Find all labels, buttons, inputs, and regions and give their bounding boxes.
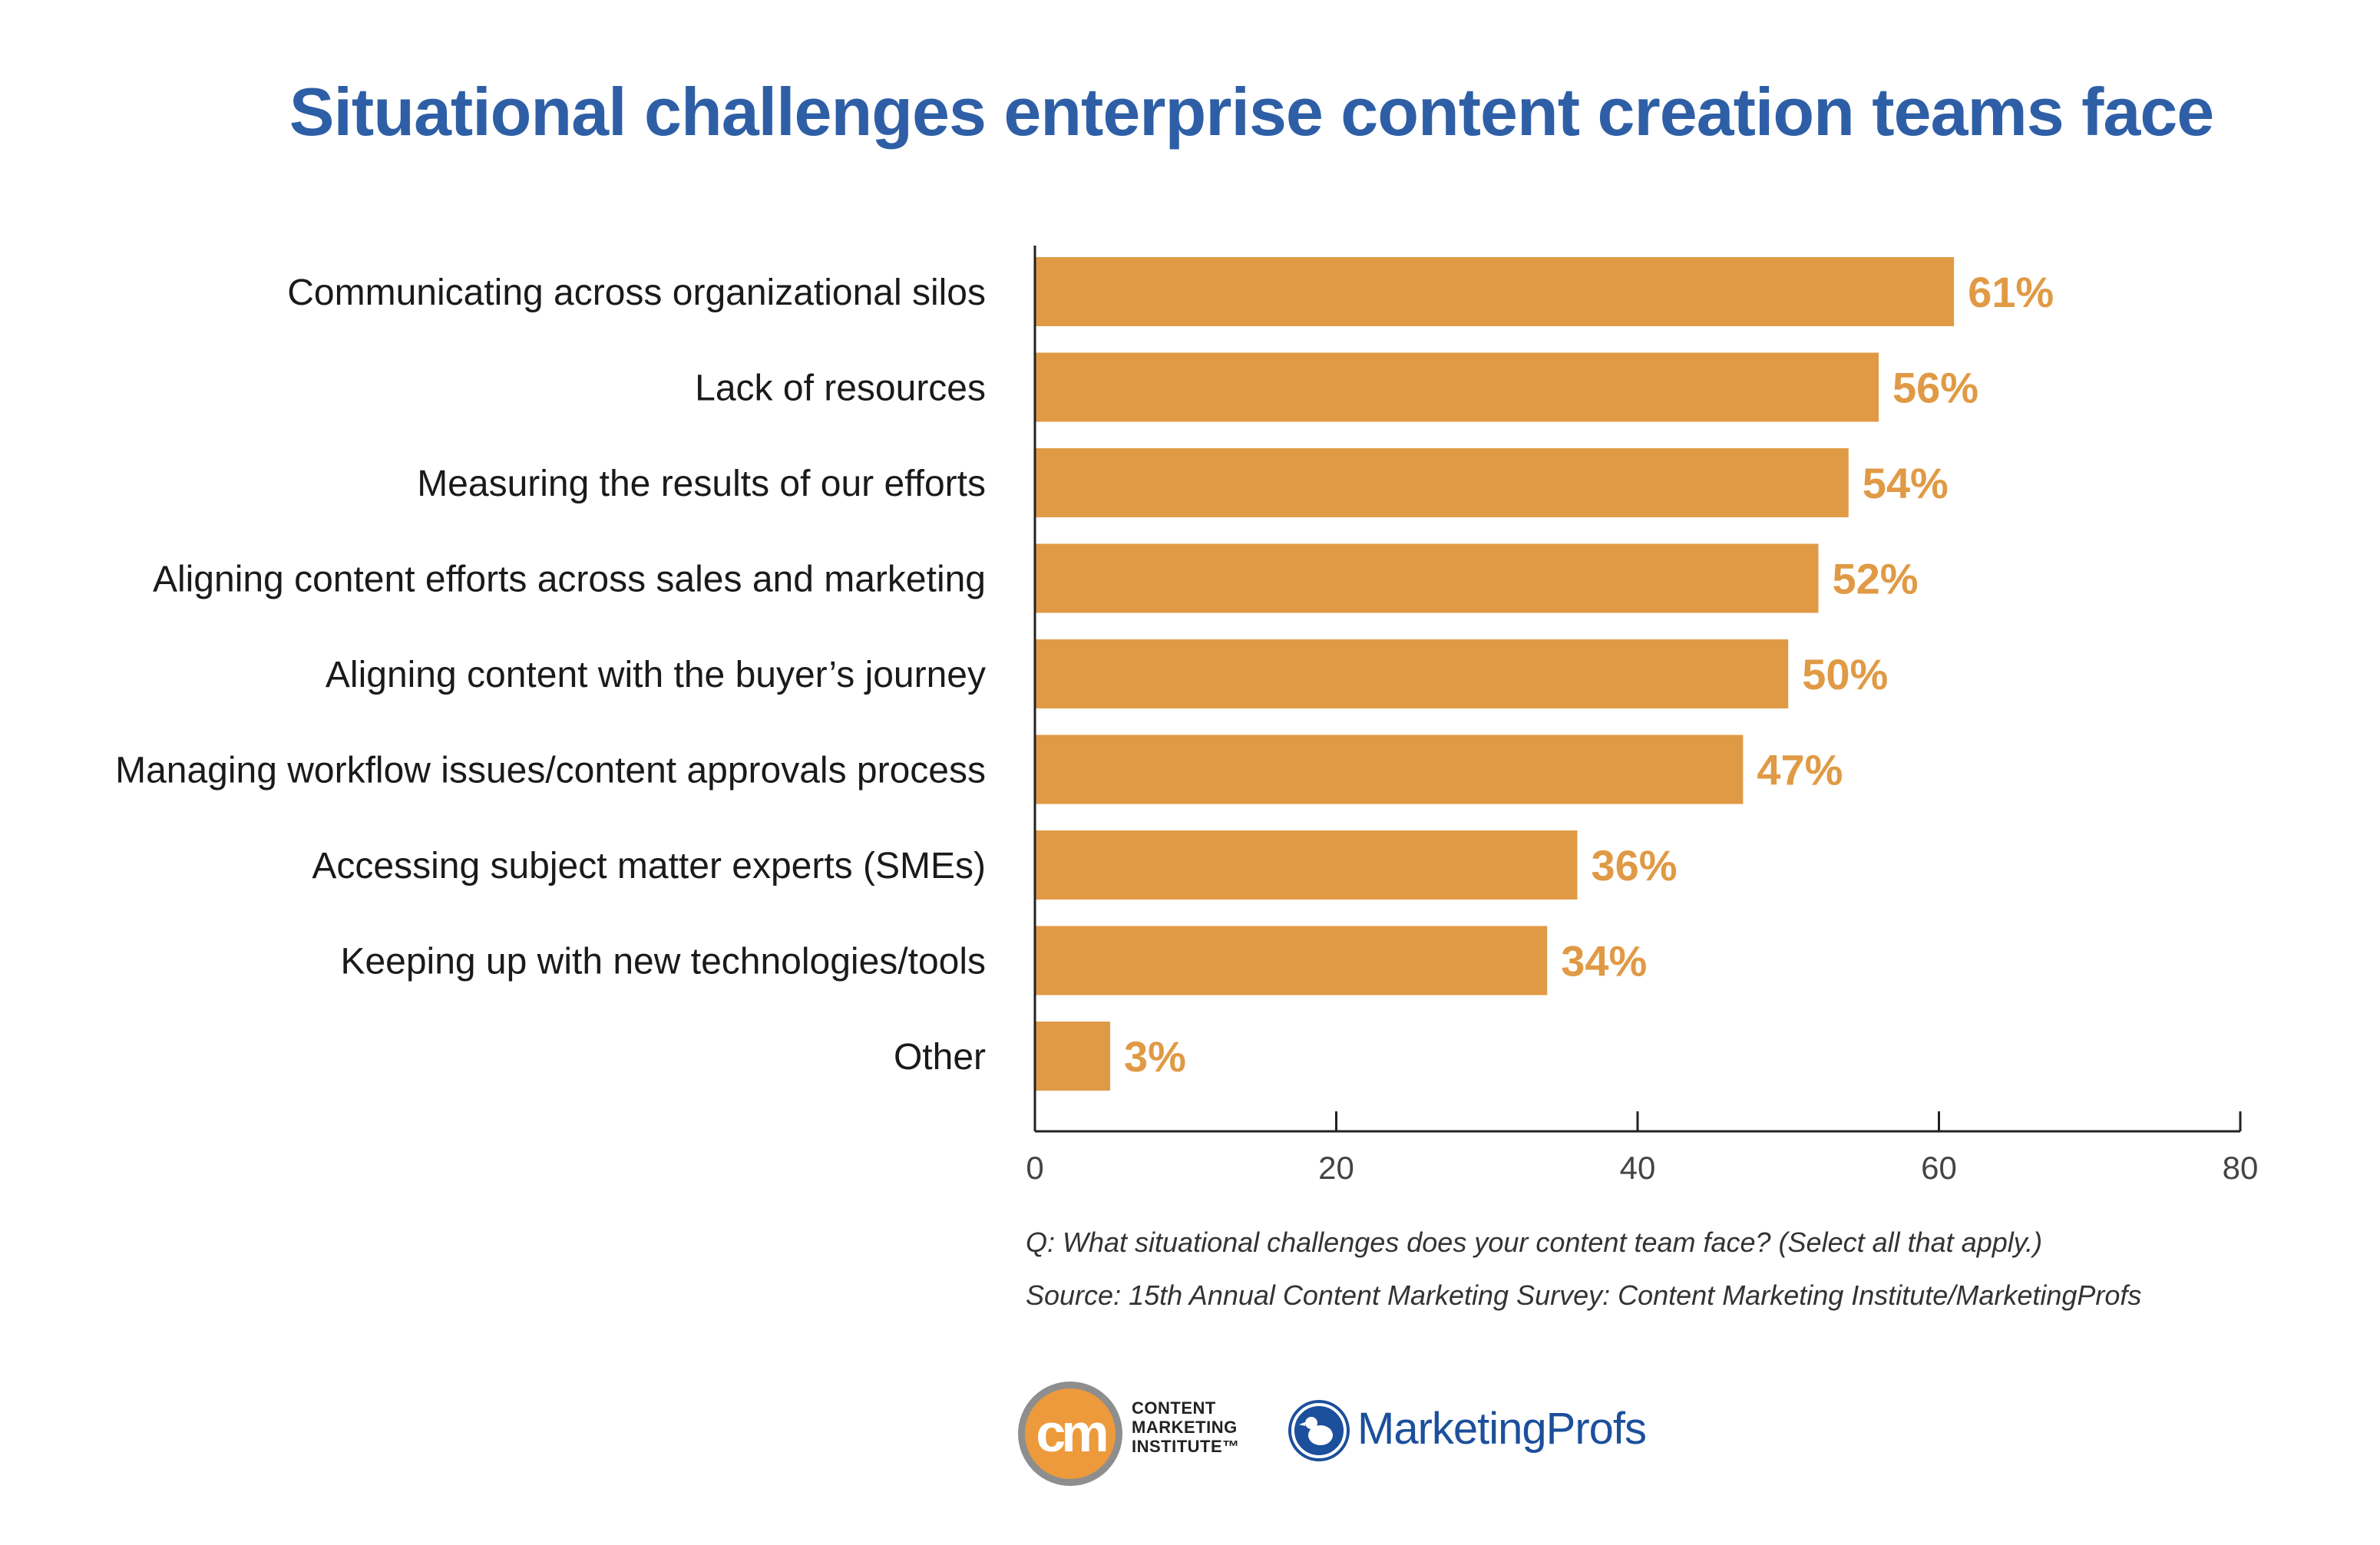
cmi-logo-icon: cm	[1018, 1382, 1122, 1486]
value-label: 61%	[1968, 268, 2054, 316]
marketingprofs-bird-icon	[1288, 1400, 1350, 1461]
logos-area: cm CONTENT MARKETING INSTITUTE™ Marketin…	[1018, 1382, 1709, 1497]
value-label: 50%	[1802, 650, 1888, 698]
bars-group	[1035, 257, 1955, 1091]
survey-question-note: Q: What situational challenges does your…	[1026, 1226, 2043, 1258]
bar	[1035, 639, 1789, 708]
marketingprofs-logo-text: MarketingProfs	[1357, 1404, 1647, 1454]
value-labels-group: 61% 56% 54% 52% 50% 47% 36% 34% 3%	[1124, 268, 2054, 1081]
x-tick-label: 60	[1921, 1150, 1957, 1186]
bar	[1035, 448, 1849, 517]
category-label: Aligning content efforts across sales an…	[153, 560, 986, 600]
category-label: Managing workflow issues/content approva…	[115, 751, 986, 791]
cmi-logo-text: CONTENT MARKETING INSTITUTE™	[1132, 1398, 1240, 1456]
category-label: Aligning content with the buyer’s journe…	[326, 655, 986, 695]
category-label: Communicating across organizational silo…	[287, 272, 986, 313]
bar	[1035, 926, 1548, 995]
category-label: Measuring the results of our efforts	[417, 464, 986, 504]
bar	[1035, 543, 1819, 613]
category-label: Lack of resources	[695, 368, 986, 409]
bar	[1035, 830, 1578, 900]
x-tick-label: 20	[1318, 1150, 1354, 1186]
category-label: Accessing subject matter experts (SMEs)	[312, 846, 986, 886]
value-label: 56%	[1892, 364, 1978, 412]
value-label: 36%	[1592, 841, 1678, 890]
category-label: Keeping up with new technologies/tools	[340, 942, 986, 982]
bar	[1035, 352, 1879, 422]
bar	[1035, 1022, 1110, 1091]
category-label: Other	[894, 1037, 986, 1078]
value-label: 54%	[1863, 459, 1949, 507]
x-tick-label: 0	[1026, 1150, 1043, 1186]
category-labels-group: Communicating across organizational silo…	[115, 272, 986, 1078]
cmi-logo-line: INSTITUTE™	[1132, 1437, 1240, 1456]
value-label: 3%	[1124, 1032, 1186, 1081]
source-note: Source: 15th Annual Content Marketing Su…	[1026, 1279, 2142, 1311]
value-label: 52%	[1833, 555, 1919, 603]
chart-title: Situational challenges enterprise conten…	[289, 74, 2214, 150]
value-label: 34%	[1561, 937, 1647, 985]
cmi-logo-line: MARKETING	[1132, 1418, 1238, 1437]
value-label: 47%	[1757, 746, 1843, 794]
bar	[1035, 735, 1744, 804]
x-tick-label: 80	[2223, 1150, 2259, 1186]
x-tick-label: 40	[1620, 1150, 1656, 1186]
cmi-logo-line: CONTENT	[1132, 1398, 1216, 1418]
axes-group: 0 20 40 60 80	[1026, 246, 2258, 1186]
bar	[1035, 257, 1955, 326]
